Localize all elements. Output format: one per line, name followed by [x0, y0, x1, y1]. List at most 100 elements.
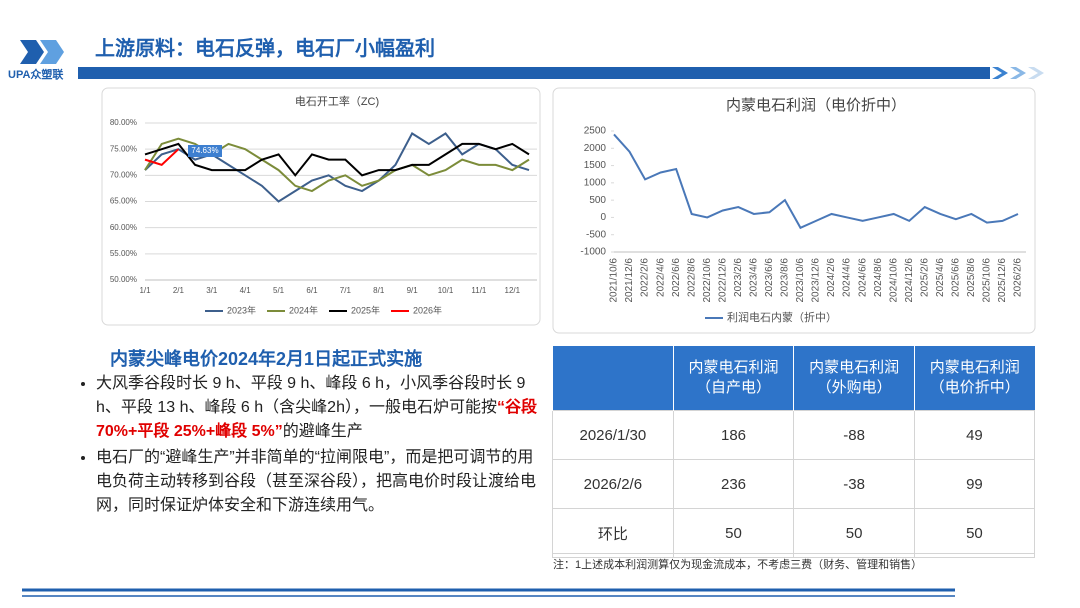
annotation-box [188, 145, 222, 157]
x-tick-label: 10/1 [438, 286, 454, 295]
x-tick-label: 2023/6/6 [764, 258, 775, 297]
x-tick-label: 8/1 [373, 286, 385, 295]
x-tick-label: 2025/12/6 [997, 258, 1008, 303]
x-tick-label: 2021/12/6 [624, 258, 635, 303]
table-row: 2026/2/6 236 -38 99 [552, 459, 1036, 509]
logo-mark [20, 40, 64, 64]
x-tick-label: 2023/8/6 [780, 258, 791, 297]
y-tick-label: 2500 [584, 126, 607, 137]
x-tick-label: 9/1 [407, 286, 419, 295]
table-cell: 99 [913, 459, 1036, 509]
legend-label: 2026年 [413, 304, 442, 315]
table-cell: 236 [672, 459, 795, 509]
y-tick-label: 55.00% [110, 249, 137, 258]
x-tick-label: 1/1 [139, 286, 151, 295]
x-tick-label: 5/1 [273, 286, 285, 295]
x-tick-label: 2025/8/6 [966, 258, 977, 297]
series-line [144, 148, 180, 166]
chart-frame [101, 87, 541, 326]
x-tick-label: 2024/6/6 [857, 258, 868, 297]
x-tick-label: 2022/12/6 [717, 258, 728, 303]
x-tick-label: 12/1 [505, 286, 521, 295]
table-cell: 2026/1/30 [552, 410, 674, 460]
y-tick-label: 60.00% [110, 223, 137, 232]
chevron [1028, 67, 1044, 79]
legend-label: 2025年 [351, 304, 380, 315]
x-tick-label: 2023/12/6 [811, 258, 822, 303]
table-row: 环比 50 50 50 [552, 508, 1036, 558]
chevron [992, 67, 1008, 79]
x-tick-label: 2022/6/6 [671, 258, 682, 297]
x-tick-label: 2022/4/6 [655, 258, 666, 297]
x-tick-label: 2023/10/6 [795, 258, 806, 303]
table-cell: 50 [913, 508, 1036, 558]
x-tick-label: 2021/10/6 [609, 258, 620, 303]
legend-label: 2024年 [289, 304, 318, 315]
y-tick-label: 1000 [584, 177, 607, 188]
y-tick-label: -500 [586, 229, 606, 240]
charts: 电石开工率（ZC) 50.00% 55.00% 60.00% 65.00% 70.00% 7… [110, 94, 1026, 324]
legend-label: 2023年 [227, 304, 256, 315]
x-tick-label: 2024/8/6 [873, 258, 884, 297]
legend-label: 利润电石内蒙（折中） [727, 310, 837, 324]
x-tick-label: 2025/4/6 [935, 258, 946, 297]
y-tick-label: 2000 [584, 143, 607, 154]
chevron [1010, 67, 1026, 79]
header-bar [78, 67, 990, 79]
x-tick-label: 6/1 [306, 286, 318, 295]
table-note: 注：1上述成本利润测算仅为现金流成本，不考虑三费（财务、管理和销售） [553, 553, 1035, 572]
x-tick-label: 2022/2/6 [640, 258, 651, 297]
table-cell: 环比 [552, 508, 674, 558]
policy-heading: 内蒙尖峰电价2024年2月1日起正式实施 [110, 349, 423, 369]
x-tick-label: 2024/12/6 [904, 258, 915, 303]
annotation: 74.63% [191, 146, 218, 155]
chart-title: 电石开工率（ZC) [295, 94, 379, 108]
y-tick-label: 80.00% [110, 118, 137, 127]
header-cell: 内蒙电石利润（外购电） [793, 346, 915, 411]
bullet-text: “谷段 70%+平段 25%+峰段 5%” [96, 399, 537, 440]
table-cell: -88 [793, 410, 915, 460]
x-tick-label: 2022/8/6 [686, 258, 697, 297]
chart-title: 内蒙电石利润（电价折中） [726, 97, 906, 114]
logo-text: UPA众塑联 [8, 69, 64, 81]
y-tick-label: 75.00% [110, 144, 137, 153]
x-tick-label: 11/1 [471, 286, 487, 295]
table-cell: 186 [672, 410, 795, 460]
table-cell: 2026/2/6 [552, 459, 674, 509]
slide-title: 上游原料：电石反弹，电石厂小幅盈利 [95, 38, 435, 60]
y-tick-label: 65.00% [110, 197, 137, 206]
x-tick-label: 2/1 [173, 286, 185, 295]
series-line [613, 133, 1019, 230]
bullet: 电石厂的“避峰生产”并非简单的“拉闸限电”，而是把可调节的用电负荷主动转移到谷段… [96, 446, 546, 518]
bullet-text: 的避峰生产 [282, 423, 363, 440]
x-tick-label: 3/1 [206, 286, 218, 295]
y-tick-label: -1000 [580, 247, 606, 258]
x-tick-label: 2025/2/6 [919, 258, 930, 297]
x-tick-label: 2026/2/6 [1013, 258, 1024, 297]
header-cell: 内蒙电石利润（电价折中） [913, 346, 1035, 411]
x-tick-label: 2022/10/6 [702, 258, 713, 303]
y-tick-label: 500 [589, 195, 606, 206]
series-line [144, 142, 530, 177]
table-cell: 49 [913, 410, 1036, 460]
table-cell: -38 [793, 459, 915, 509]
y-tick-label: 50.00% [110, 275, 137, 284]
x-tick-label: 2024/4/6 [842, 258, 853, 297]
x-tick-label: 2023/2/6 [733, 258, 744, 297]
bullet: 大风季谷段时长 9 h、平段 9 h、峰段 6 h，小风季谷段时长 9 h、平段… [96, 372, 546, 444]
header-cell [552, 346, 674, 411]
bullet-text: 大风季谷段时长 9 h、平段 9 h、峰段 6 h，小风季谷段时长 9 h、平段… [96, 375, 526, 416]
y-tick-label: 1500 [584, 160, 607, 171]
x-tick-label: 2023/4/6 [748, 258, 759, 297]
chart-frame [552, 87, 1036, 334]
x-tick-label: 2025/6/6 [950, 258, 961, 297]
x-tick-label: 2024/2/6 [826, 258, 837, 297]
x-tick-label: 4/1 [240, 286, 252, 295]
y-tick-label: 0 [600, 212, 606, 223]
bullet-list: 大风季谷段时长 9 h、平段 9 h、峰段 6 h，小风季谷段时长 9 h、平段… [70, 372, 546, 520]
x-tick-label: 7/1 [340, 286, 352, 295]
table-cell: 50 [672, 508, 795, 558]
x-tick-label: 2024/10/6 [888, 258, 899, 303]
